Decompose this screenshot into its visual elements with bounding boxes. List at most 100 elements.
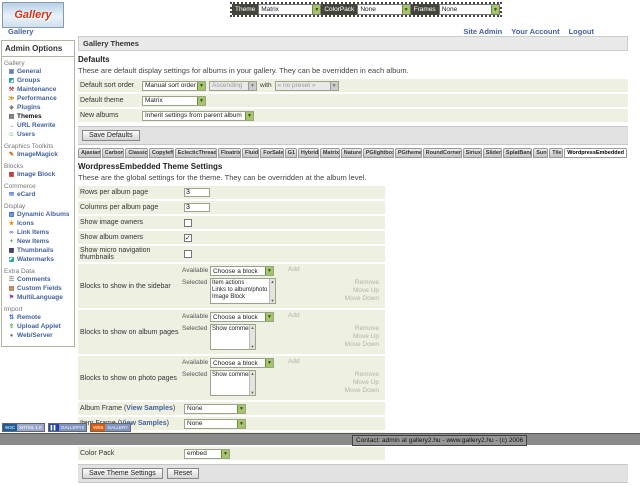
sidebar-item-watermarks[interactable]: ◪ Watermarks bbox=[2, 256, 74, 265]
move-up-button[interactable]: Move Up bbox=[352, 287, 379, 294]
scroll-up-icon[interactable]: ▲ bbox=[250, 371, 255, 376]
scroll-down-icon[interactable]: ▼ bbox=[250, 344, 255, 349]
available-block-select[interactable]: Choose a block ▼ bbox=[210, 266, 274, 276]
move-down-button[interactable]: Move Down bbox=[344, 341, 379, 348]
add-button[interactable]: Add bbox=[288, 266, 300, 273]
tab-slider[interactable]: Slider bbox=[482, 148, 502, 158]
sidebar-item-web-server[interactable]: ● Web/Server bbox=[2, 332, 74, 341]
your-account-link[interactable]: Your Account bbox=[511, 27, 560, 36]
logout-link[interactable]: Logout bbox=[568, 27, 594, 36]
sidebar-item-custom-fields[interactable]: ▤ Custom Fields bbox=[2, 285, 74, 294]
colorpack-switch-select[interactable]: None ▼ bbox=[357, 4, 411, 15]
tab-sun[interactable]: Sun bbox=[533, 148, 549, 158]
remove-button[interactable]: Remove bbox=[354, 279, 379, 286]
save-defaults-button[interactable]: Save Defaults bbox=[82, 130, 140, 141]
tab-forsale[interactable]: ForSale bbox=[260, 148, 284, 158]
site-admin-link[interactable]: Site Admin bbox=[463, 27, 503, 36]
scroll-down-icon[interactable]: ▼ bbox=[270, 298, 275, 303]
tab-pglightbox[interactable]: PGlightbox bbox=[362, 148, 394, 158]
sort-direction-select-disabled[interactable]: Ascending ▼ bbox=[209, 80, 257, 91]
item-frame-select[interactable]: None ▼ bbox=[184, 418, 246, 429]
listbox-item[interactable]: Show comments bbox=[212, 372, 249, 378]
frames-switch-select[interactable]: None ▼ bbox=[438, 4, 500, 15]
sidebar-item-link-items[interactable]: ∞ Link Items bbox=[2, 229, 74, 238]
tab-hybrid[interactable]: Hybrid bbox=[297, 148, 319, 158]
sidebar-item-icons[interactable]: ★ Icons bbox=[2, 220, 74, 229]
tab-roundcorners[interactable]: RoundCorners bbox=[422, 148, 462, 158]
sort-preset-select-disabled[interactable]: « no preset » ▼ bbox=[274, 80, 339, 91]
sidebar-item-upload-applet[interactable]: ⇧ Upload Applet bbox=[2, 323, 74, 332]
tab-nature[interactable]: Nature bbox=[340, 148, 362, 158]
show-image-owners-checkbox[interactable] bbox=[184, 218, 192, 227]
add-button[interactable]: Add bbox=[288, 312, 300, 319]
validation-badge[interactable]: ▌▌ GALLERY2 bbox=[47, 423, 88, 432]
show-album-owners-checkbox[interactable] bbox=[184, 233, 192, 242]
show-micro-nav-checkbox[interactable] bbox=[184, 250, 192, 258]
move-up-button[interactable]: Move Up bbox=[352, 379, 379, 386]
view-samples-link[interactable]: View Samples bbox=[120, 420, 167, 427]
theme-switch-select[interactable]: Matrix ▼ bbox=[258, 4, 322, 15]
listbox-item[interactable]: Show comments bbox=[212, 326, 249, 332]
remove-button[interactable]: Remove bbox=[354, 371, 379, 378]
sidebar-item-themes[interactable]: ▤ Themes bbox=[2, 113, 74, 122]
tab-fluid[interactable]: Fluid bbox=[241, 148, 260, 158]
add-button[interactable]: Add bbox=[288, 358, 300, 365]
scroll-up-icon[interactable]: ▲ bbox=[250, 325, 255, 330]
validation-badge[interactable]: W3C XHTML 1.0 bbox=[2, 423, 45, 432]
breadcrumb-gallery-link[interactable]: Gallery bbox=[8, 27, 34, 36]
sidebar-item-users[interactable]: ☺ Users bbox=[2, 131, 74, 140]
sidebar-item-multilanguage[interactable]: ⚑ MultiLanguage bbox=[2, 294, 74, 303]
available-block-select[interactable]: Choose a block ▼ bbox=[210, 358, 274, 368]
tab-classic[interactable]: Classic bbox=[125, 148, 148, 158]
sidebar-item-general[interactable]: ▣ General bbox=[2, 68, 74, 77]
tab-eclecticthreads[interactable]: EclecticThreads bbox=[174, 148, 217, 158]
listbox-item[interactable]: Item actions bbox=[212, 280, 245, 286]
sidebar-item-thumbnails[interactable]: ▦ Thumbnails bbox=[2, 247, 74, 256]
sidebar-item-image-block[interactable]: ▦ Image Block bbox=[2, 171, 74, 180]
tab-ajaxian[interactable]: Ajaxian bbox=[78, 148, 101, 158]
color-pack-select[interactable]: embed ▼ bbox=[184, 448, 230, 459]
tab-carbon[interactable]: Carbon bbox=[101, 148, 125, 158]
view-samples-link[interactable]: View Samples bbox=[126, 405, 173, 412]
sidebar-item-new-items[interactable]: + New Items bbox=[2, 238, 74, 247]
tab-pgtheme[interactable]: PGtheme bbox=[394, 148, 422, 158]
selected-blocks-listbox[interactable]: Show comments▲▼ bbox=[210, 370, 256, 396]
sidebar-item-url-rewrite[interactable]: → URL Rewrite bbox=[2, 122, 74, 131]
available-block-select[interactable]: Choose a block ▼ bbox=[210, 312, 274, 322]
listbox-item[interactable]: Image Block bbox=[212, 294, 246, 300]
tab-splatbang[interactable]: SplatBang bbox=[502, 148, 533, 158]
tab-copyleft[interactable]: Copyleft bbox=[148, 148, 174, 158]
new-albums-select[interactable]: Inherit settings from parent album ▼ bbox=[142, 110, 254, 121]
columns-per-page-input[interactable] bbox=[184, 203, 210, 212]
scroll-up-icon[interactable]: ▲ bbox=[270, 279, 275, 284]
validation-badge[interactable]: WEB GALLERY bbox=[90, 423, 132, 432]
listbox-item[interactable]: Links to album/photo peers bbox=[212, 287, 269, 293]
selected-blocks-listbox[interactable]: Show comments▲▼ bbox=[210, 324, 256, 350]
album-frame-select[interactable]: None ▼ bbox=[184, 403, 246, 414]
sidebar-item-groups[interactable]: ◩ Groups bbox=[2, 77, 74, 86]
scrollbar[interactable]: ▲ ▼ bbox=[249, 371, 255, 395]
tab-matrix[interactable]: Matrix bbox=[319, 148, 340, 158]
tab-floatrix[interactable]: Floatrix bbox=[217, 148, 241, 158]
save-theme-settings-button[interactable]: Save Theme Settings bbox=[82, 468, 163, 479]
tab-tile[interactable]: Tile bbox=[549, 148, 564, 158]
gallery-logo[interactable]: Gallery bbox=[2, 2, 64, 28]
tab-wordpressembedded[interactable]: WordpressEmbedded bbox=[564, 148, 627, 158]
sidebar-item-maintenance[interactable]: ⚒ Maintenance bbox=[2, 86, 74, 95]
sidebar-item-imagemagick[interactable]: ✎ ImageMagick bbox=[2, 151, 74, 160]
move-down-button[interactable]: Move Down bbox=[344, 387, 379, 394]
tab-siriux[interactable]: Siriux bbox=[462, 148, 482, 158]
move-up-button[interactable]: Move Up bbox=[352, 333, 379, 340]
remove-button[interactable]: Remove bbox=[354, 325, 379, 332]
rows-per-page-input[interactable] bbox=[184, 188, 210, 197]
sidebar-item-remote[interactable]: ⇅ Remote bbox=[2, 314, 74, 323]
sidebar-item-dynamic-albums[interactable]: ▧ Dynamic Albums bbox=[2, 211, 74, 220]
scrollbar[interactable]: ▲ ▼ bbox=[249, 325, 255, 349]
scroll-down-icon[interactable]: ▼ bbox=[250, 390, 255, 395]
default-theme-select[interactable]: Matrix ▼ bbox=[142, 95, 206, 106]
sidebar-item-plugins[interactable]: ◆ Plugins bbox=[2, 104, 74, 113]
default-sort-order-select[interactable]: Manual sort order ▼ bbox=[142, 80, 206, 91]
move-down-button[interactable]: Move Down bbox=[344, 295, 379, 302]
sidebar-item-ecard[interactable]: ✉ eCard bbox=[2, 191, 74, 200]
